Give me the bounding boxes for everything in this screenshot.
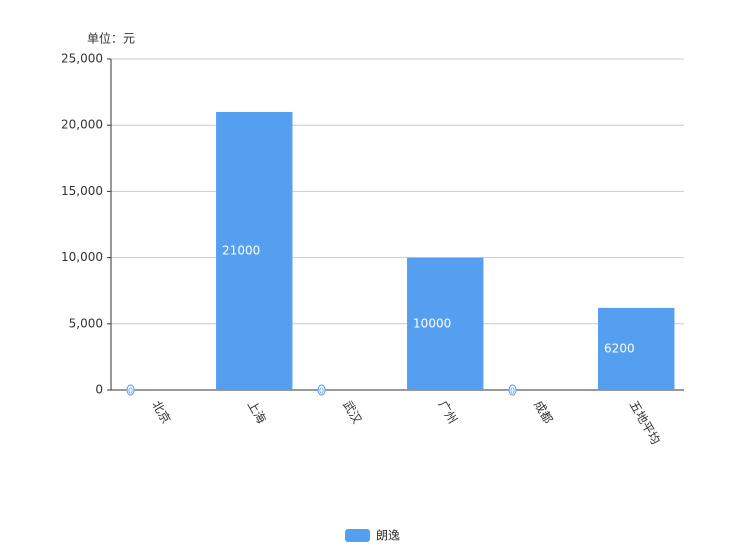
- y-tick-label: 15,000: [61, 184, 103, 198]
- y-tick-label: 25,000: [61, 52, 103, 66]
- unit-label: 单位：元: [87, 31, 135, 46]
- y-tick-label: 5,000: [69, 316, 103, 330]
- x-tick-label: 五地平均: [627, 398, 663, 447]
- bar: [598, 307, 675, 390]
- data-label: 21000: [222, 243, 260, 257]
- y-tick-label: 20,000: [61, 118, 103, 132]
- label-badge: [317, 384, 326, 396]
- data-label: 0: [128, 387, 133, 396]
- x-tick-label: 武汉: [340, 398, 364, 426]
- y-tick-label: 10,000: [61, 250, 103, 264]
- bar: [407, 257, 484, 390]
- x-tick-label: 成都: [531, 398, 555, 426]
- data-label: 6200: [604, 341, 635, 355]
- y-tick-label: 0: [95, 383, 103, 397]
- bar: [216, 111, 293, 391]
- label-badge: [508, 384, 517, 396]
- x-tick-label: 上海: [245, 398, 270, 426]
- data-label: 0: [319, 387, 324, 396]
- data-label: 0: [510, 387, 515, 396]
- x-tick-label: 广州: [436, 398, 460, 426]
- label-badge: [126, 384, 135, 396]
- data-label: 10000: [413, 316, 451, 330]
- x-tick-label: 北京: [149, 398, 173, 426]
- legend-label: 朗逸: [376, 529, 400, 543]
- legend-swatch: [345, 529, 370, 542]
